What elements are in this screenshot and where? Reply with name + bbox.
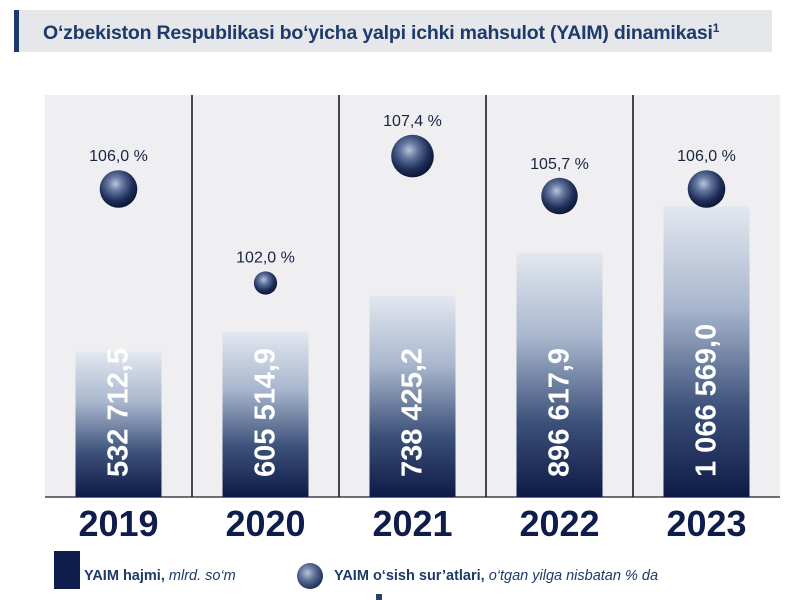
growth-label-2022: 105,7 %: [530, 156, 589, 173]
legend-divider-mark: [376, 594, 382, 600]
year-label-2022: 2022: [519, 503, 599, 544]
legend-growth-label: YAIM o‘sish sur’atlari, o‘tgan yilga nis…: [334, 568, 659, 584]
growth-label-2021: 107,4 %: [383, 113, 442, 130]
bar-value-label-2020: 605 514,9: [250, 348, 282, 477]
bar-value-label-2021: 738 425,2: [397, 348, 429, 477]
bar-value-label-2023: 1 066 569,0: [691, 324, 723, 477]
legend-growth-marker: [297, 563, 323, 589]
legend: YAIM hajmi, mlrd. so‘m YAIM o‘sish sur’a…: [0, 548, 800, 600]
bar-2021: [369, 295, 456, 497]
year-label-2020: 2020: [225, 503, 305, 544]
growth-label-2020: 102,0 %: [236, 249, 295, 266]
growth-marker-2019: [99, 170, 138, 208]
bar-2022: [516, 252, 603, 497]
year-label-2021: 2021: [372, 503, 452, 544]
chart-title: O‘zbekiston Respublikasi bo‘yicha yalpi …: [43, 21, 720, 44]
growth-label-2019: 106,0 %: [89, 148, 148, 165]
bar-value-label-2022: 896 617,9: [544, 348, 576, 477]
year-label-2019: 2019: [78, 503, 158, 544]
bar-2020: [222, 331, 309, 497]
legend-volume-swatch: [54, 551, 80, 589]
year-label-2023: 2023: [666, 503, 746, 544]
bar-2023: [663, 206, 750, 497]
footnote-mark: 1: [712, 21, 720, 35]
growth-marker-2022: [541, 177, 578, 215]
legend-volume-label: YAIM hajmi, mlrd. so‘m: [84, 568, 236, 584]
chart-title-bar: O‘zbekiston Respublikasi bo‘yicha yalpi …: [14, 10, 772, 52]
growth-markers: [99, 134, 726, 295]
chart-labels: 532 712,5 106,0 % 2019 605 514,9 102,0 % 2020…: [78, 113, 746, 544]
growth-marker-2021: [391, 134, 434, 178]
growth-marker-2023: [687, 170, 726, 208]
gdp-chart: 532 712,5 106,0 % 2019 605 514,9 102,0 % 2020…: [45, 95, 780, 544]
bar-2019: [75, 351, 162, 497]
bar-value-label-2019: 532 712,5: [103, 348, 135, 477]
growth-marker-2020: [253, 271, 278, 295]
bars: [75, 206, 750, 497]
growth-label-2023: 106,0 %: [677, 148, 736, 165]
